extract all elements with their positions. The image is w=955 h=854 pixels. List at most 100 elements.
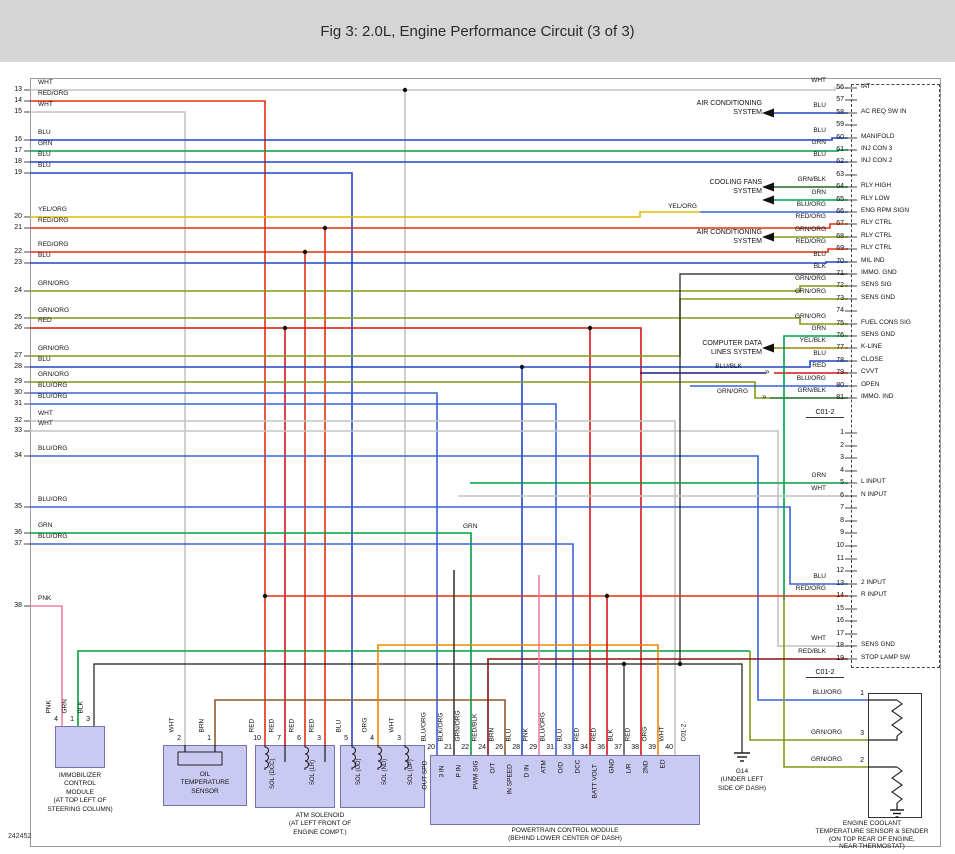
junction-dot [604, 593, 610, 599]
right-pin-wire-label: WHT [811, 485, 826, 492]
wire-GRN-ORG [30, 317, 848, 325]
left-pin-wire-label: YEL/ORG [38, 206, 67, 213]
right-pin-number: 62 [836, 158, 844, 165]
left-pin-wire-label: WHT [38, 420, 53, 427]
right-pin-number: 3 [840, 454, 844, 461]
wire-PNK [30, 605, 63, 726]
right-pin-number: 7 [840, 504, 844, 511]
wire-RED-BLK [487, 658, 848, 755]
callout-air-conditioning-2: AIR CONDITIONING SYSTEM [696, 229, 762, 245]
wire-RED-ORG [30, 100, 266, 745]
left-pin-wire-label: WHT [38, 410, 53, 417]
atm-solenoid-pin-number: 5 [344, 735, 348, 742]
atm-solenoid-pin-number: 10 [253, 735, 261, 742]
coolant-pin-wire-label: GRN/ORG [810, 729, 842, 736]
atm-solenoid-pin-wire-label: RED [268, 718, 276, 733]
right-pin-wire-label: BLU [813, 127, 826, 134]
pcm-pin-wire-label: BLK [607, 729, 615, 742]
coolant-sensor-box [868, 693, 922, 818]
pcm-pin-wire-label: RED [590, 727, 598, 742]
right-pin-function-label: 2 INPUT [861, 579, 886, 586]
wire-GRN-ORG [30, 381, 770, 399]
right-pin-number: 11 [836, 555, 844, 562]
right-pin-wire-label: BLU [813, 102, 826, 109]
right-pin-wire-label: WHT [811, 635, 826, 642]
left-pin-wire-label: GRN [38, 522, 53, 529]
right-pin-number: 15 [836, 605, 844, 612]
pcm-pin-wire-label: WHT [658, 726, 666, 742]
pcm-pin-function-label: DCC [574, 759, 582, 774]
pcm-connector-label: C01-2 [680, 723, 688, 742]
right-pin-number: 78 [836, 357, 844, 364]
right-pin-wire-label: BLU [813, 251, 826, 258]
floating-wire-label: GRN [463, 523, 478, 530]
wire-RED-ORG [30, 223, 848, 229]
callout-cooling-fans: COOLING FANS SYSTEM [709, 179, 762, 195]
left-pin-wire-label: GRN/ORG [38, 345, 70, 352]
wire-BLU-ORG [30, 403, 557, 755]
immobilizer-caption: IMMOBILIZER CONTROL MODULE (AT TOP LEFT … [47, 772, 113, 813]
immobilizer-pin-number: 3 [86, 716, 90, 723]
oil-temp-pin-number: 1 [207, 735, 211, 742]
pcm-pin-number: 21 [444, 744, 452, 751]
right-pin-wire-label: BLU [813, 573, 826, 580]
atm-solenoid-pin-wire-label: WHT [388, 717, 396, 733]
right-pin-function-label: IAT [861, 83, 871, 90]
wire-BLK [679, 273, 848, 664]
wire-BLU-ORG [30, 543, 574, 755]
wire-RED-ORG [30, 248, 848, 253]
pcm-pin-wire-label: BLU/ORG [539, 712, 547, 742]
right-pin-wire-label: RED/BLK [798, 648, 826, 655]
left-pin-number: 18 [14, 158, 22, 165]
pcm-pin-wire-label: BLU [505, 728, 513, 742]
right-pin-number: 19 [836, 655, 844, 662]
pcm-caption: POWERTRAIN CONTROL MODULE (BEHIND LOWER … [508, 827, 622, 843]
right-pin-wire-label: RED [812, 362, 826, 369]
left-pin-wire-label: BLU [38, 162, 51, 169]
right-pin-function-label: K-LINE [861, 343, 882, 350]
left-pin-number: 15 [14, 108, 22, 115]
right-pin-wire-label: GRN [811, 325, 826, 332]
right-pin-number: 67 [836, 220, 844, 227]
oil-temp-sensor-icon [177, 751, 223, 766]
solenoid-name-label: SOL (UP) [408, 759, 414, 785]
right-pin-wire-label: RED/ORG [795, 585, 826, 592]
right-pin-number: 66 [836, 208, 844, 215]
right-pin-number: 63 [836, 171, 844, 178]
right-pin-wire-label: GRN/BLK [797, 176, 826, 183]
right-pin-wire-label: BLU [813, 350, 826, 357]
wire-BRN [214, 699, 506, 755]
junction-dot [519, 364, 525, 370]
right-pin-number: 9 [840, 529, 844, 536]
left-pin-wire-label: PNK [38, 595, 52, 602]
pcm-pin-function-label: O/D [557, 761, 565, 774]
solenoid-name-label: SOL (ND) [382, 758, 388, 785]
atm-solenoid-pin-number: 3 [317, 735, 321, 742]
floating-wire-label: YEL/ORG [668, 203, 697, 210]
pcm-pin-wire-label: RED [573, 727, 581, 742]
left-pin-number: 30 [14, 389, 22, 396]
left-pin-wire-label: GRN/ORG [38, 307, 70, 314]
right-pin-number: 74 [836, 307, 844, 314]
left-pin-number: 38 [14, 602, 22, 609]
right-pin-number: 76 [836, 332, 844, 339]
pcm-pin-function-label: D IN [523, 764, 531, 778]
oil-temp-pin-wire-label: BRN [198, 718, 206, 733]
junction-dot [302, 249, 308, 255]
right-pin-wire-label: GRN [811, 139, 826, 146]
right-pin-number: 10 [836, 542, 844, 549]
right-pin-function-label: CVVT [861, 368, 879, 375]
atm-solenoid-pin-number: 6 [297, 735, 301, 742]
left-pin-number: 32 [14, 417, 22, 424]
pcm-pin-function-label: O/T [489, 762, 497, 774]
right-pin-function-label: IMMO. GND [861, 269, 897, 276]
pcm-pin-number: 31 [546, 744, 554, 751]
oil-temp-pin-wire-label: WHT [168, 717, 176, 733]
right-pin-number: 5 [840, 479, 844, 486]
right-pin-function-label: RLY LOW [861, 195, 890, 202]
right-pin-wire-label: GRN/ORG [794, 226, 826, 233]
pcm-box [430, 755, 700, 825]
left-pin-number: 28 [14, 363, 22, 370]
right-pin-number: 64 [836, 183, 844, 190]
